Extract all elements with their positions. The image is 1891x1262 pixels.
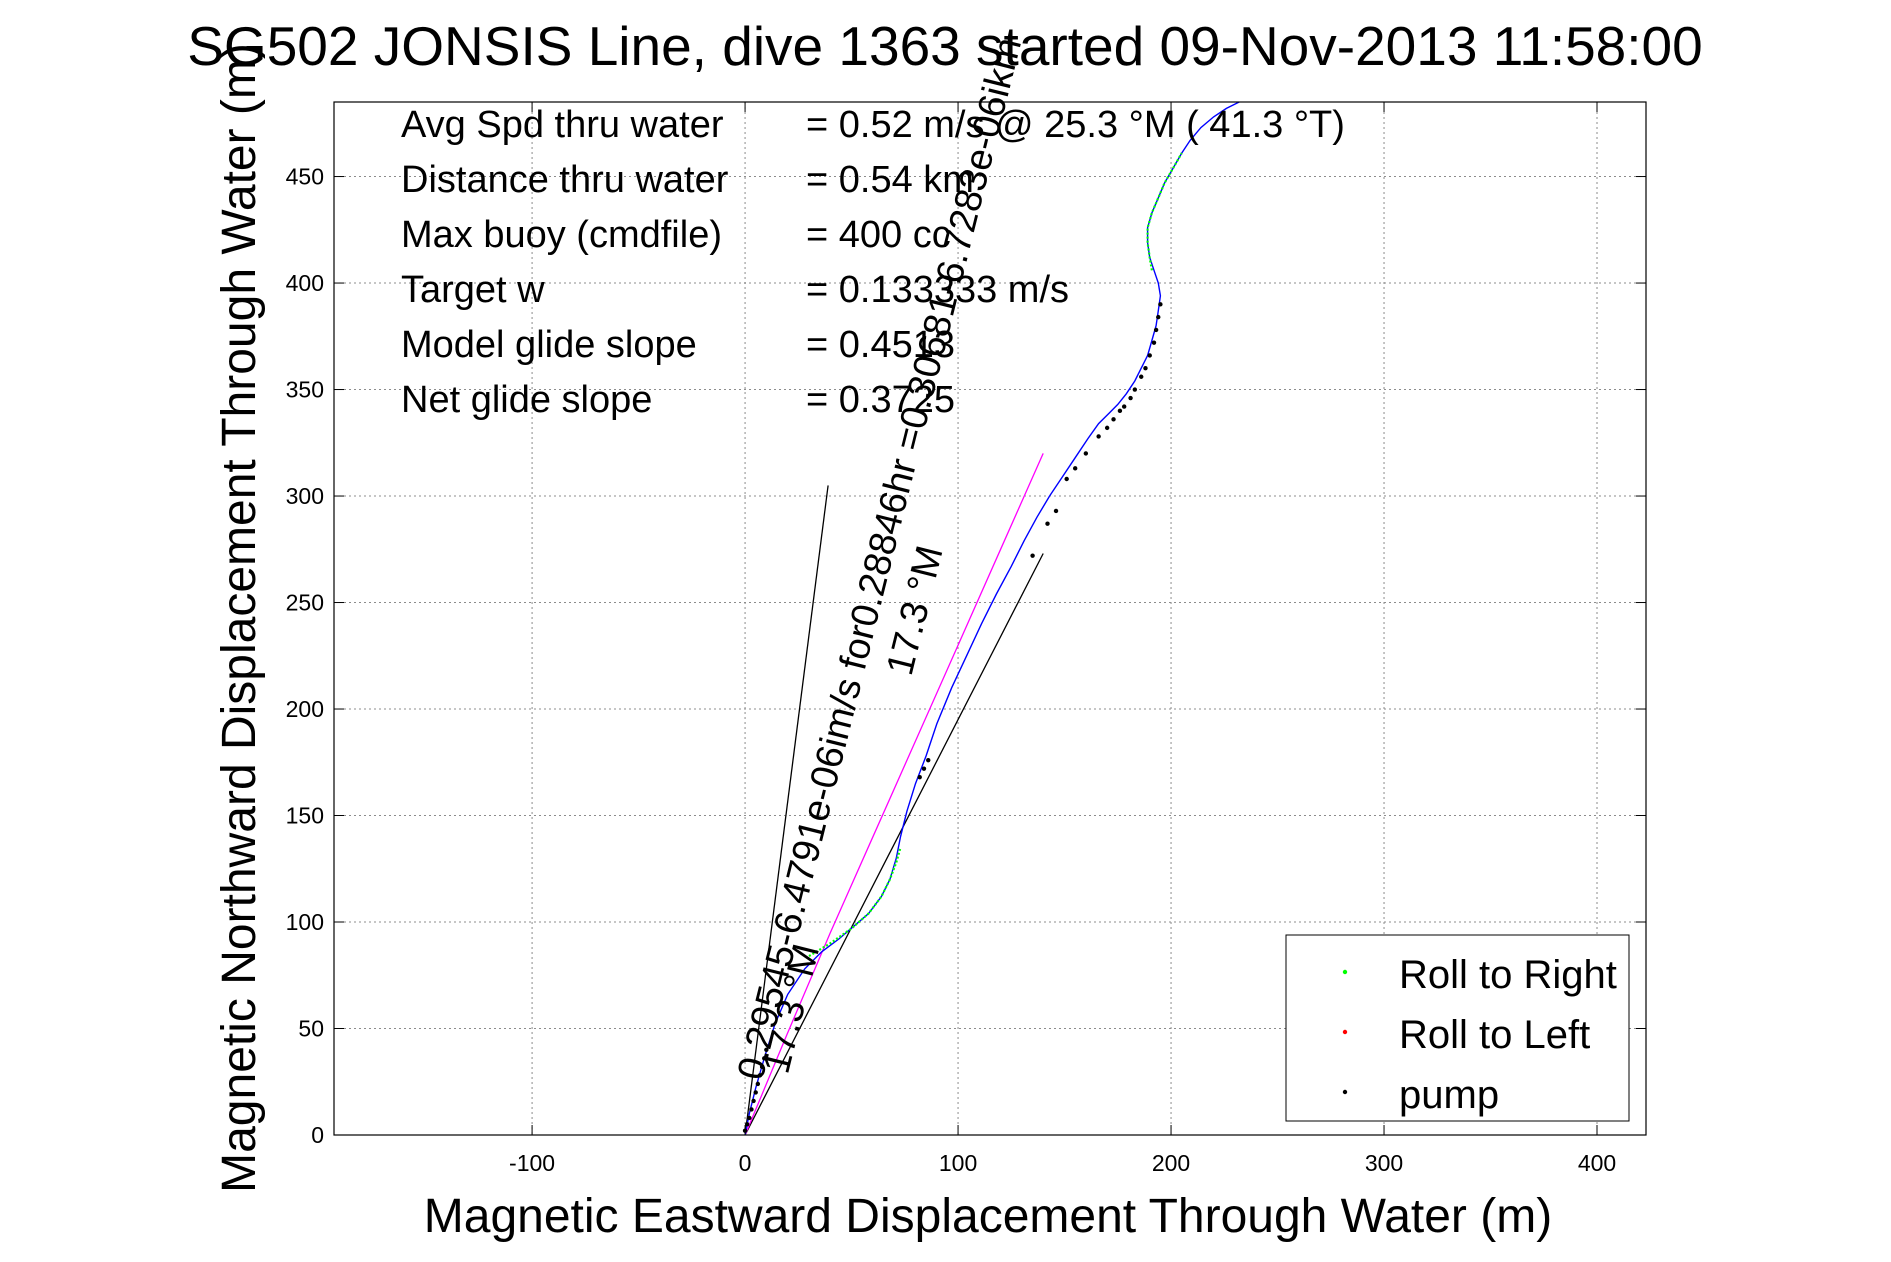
pump-point bbox=[1096, 434, 1101, 439]
legend-label: pump bbox=[1399, 1073, 1499, 1117]
pump-point bbox=[1132, 387, 1138, 392]
pump-point bbox=[753, 1090, 758, 1095]
pump-point bbox=[1045, 521, 1050, 526]
stat-value: = 0.52 m/s @ 25.3 °M ( 41.3 °T) bbox=[806, 104, 1345, 146]
pump-point bbox=[744, 1122, 750, 1127]
stat-value: = 0.4513 bbox=[806, 324, 955, 366]
track-layer bbox=[744, 101, 1240, 1136]
pump-point bbox=[1156, 314, 1161, 320]
reference-lines-layer bbox=[744, 453, 1044, 1136]
x-tick-label: 400 bbox=[1578, 1150, 1616, 1176]
y-axis-label: Magnetic Northward Displacement Through … bbox=[213, 43, 266, 1193]
y-tick-label: 0 bbox=[311, 1122, 324, 1148]
y-tick-label: 200 bbox=[286, 696, 324, 722]
stat-value: = 400 cc bbox=[806, 214, 951, 256]
chart-title: SG502 JONSIS Line, dive 1363 started 09-… bbox=[187, 15, 1702, 77]
plot-frame bbox=[333, 101, 1647, 1136]
x-tick-label: 200 bbox=[1152, 1150, 1190, 1176]
stat-label: Distance thru water bbox=[401, 159, 729, 201]
pump-point bbox=[1121, 404, 1127, 409]
stat-value: = 0.3725 bbox=[806, 379, 955, 421]
pump-point bbox=[1143, 366, 1148, 371]
legend-box bbox=[1285, 934, 1630, 1122]
roll-right-segment bbox=[808, 847, 902, 958]
ticks-layer: -100 0 100 200 300 400 0 50 100 150 200 250 300 350 40… bbox=[286, 102, 1646, 1176]
stat-label: Target w bbox=[401, 269, 545, 311]
pump-point bbox=[926, 757, 931, 763]
reference-line bbox=[744, 553, 1044, 1136]
y-tick-label: 300 bbox=[286, 483, 324, 509]
pump-point bbox=[747, 1115, 752, 1121]
legend-marker bbox=[1342, 1089, 1348, 1095]
model-glide-line bbox=[744, 453, 1044, 1136]
pump-point bbox=[757, 1073, 763, 1078]
y-tick-label: 150 bbox=[286, 803, 324, 829]
pump-point bbox=[1104, 425, 1110, 431]
pump-point bbox=[759, 1064, 765, 1070]
pump-point bbox=[1147, 353, 1152, 358]
stat-label: Max buoy (cmdfile) bbox=[401, 214, 722, 256]
pump-point bbox=[917, 774, 922, 780]
pump-point bbox=[921, 766, 927, 771]
pump-point bbox=[1030, 553, 1035, 558]
legend-label: Roll to Left bbox=[1399, 1013, 1590, 1057]
legend-marker bbox=[1342, 1029, 1348, 1035]
legend-marker bbox=[1342, 969, 1348, 975]
stats-layer: Avg Spd thru water = 0.52 m/s @ 25.3 °M (… bbox=[401, 104, 1345, 421]
stat-label: Model glide slope bbox=[401, 324, 697, 366]
stat-value: = 0.54 km bbox=[806, 159, 974, 201]
x-tick-label: 100 bbox=[939, 1150, 977, 1176]
pump-point bbox=[1158, 302, 1163, 307]
stat-value: = 0.133333 m/s bbox=[806, 269, 1069, 311]
y-tick-label: 400 bbox=[286, 270, 324, 296]
y-tick-label: 50 bbox=[298, 1016, 324, 1042]
points-layer bbox=[742, 302, 1163, 1133]
x-tick-label: 300 bbox=[1365, 1150, 1403, 1176]
x-tick-label: 0 bbox=[739, 1150, 752, 1176]
pump-point bbox=[751, 1098, 756, 1104]
pump-point bbox=[764, 1047, 769, 1053]
stat-label: Avg Spd thru water bbox=[401, 104, 724, 146]
pump-point bbox=[1053, 508, 1059, 514]
pump-point bbox=[749, 1107, 754, 1112]
pump-point bbox=[762, 1056, 767, 1061]
x-axis-label: Magnetic Eastward Displacement Through W… bbox=[424, 1190, 1552, 1243]
pump-point bbox=[1153, 327, 1159, 333]
pump-point bbox=[1139, 374, 1144, 379]
y-tick-label: 450 bbox=[286, 164, 324, 190]
legend-label: Roll to Right bbox=[1399, 953, 1617, 997]
y-tick-label: 350 bbox=[286, 377, 324, 403]
legend: Roll to Right Roll to Left pump bbox=[1285, 934, 1630, 1122]
pump-point bbox=[1128, 395, 1133, 401]
pump-point bbox=[1072, 466, 1078, 471]
pump-point bbox=[755, 1081, 761, 1087]
y-tick-label: 250 bbox=[286, 590, 324, 616]
pump-point bbox=[1151, 340, 1157, 345]
pump-point bbox=[1111, 417, 1116, 422]
reference-line bbox=[744, 485, 829, 1136]
y-tick-label: 100 bbox=[286, 909, 324, 935]
pump-point bbox=[1117, 408, 1123, 414]
stat-label: Net glide slope bbox=[401, 379, 652, 421]
pump-point bbox=[1083, 451, 1089, 456]
pump-point bbox=[1064, 476, 1069, 482]
x-tick-label: -100 bbox=[509, 1150, 555, 1176]
